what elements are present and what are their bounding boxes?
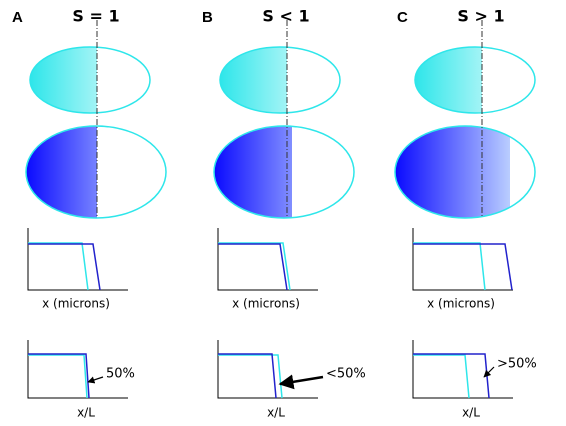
x-axis-label: x (microns) <box>232 297 300 311</box>
small-embryo-fill <box>30 47 97 113</box>
profile-cyan <box>413 354 470 399</box>
small-embryo <box>414 46 536 114</box>
large-embryo <box>213 125 355 219</box>
panel-title: S > 1 <box>457 7 504 26</box>
panel-title: S = 1 <box>72 7 119 26</box>
small-embryo <box>29 46 151 114</box>
large-embryo-fill <box>395 126 510 218</box>
axes <box>412 228 513 291</box>
profile-blue <box>28 243 101 291</box>
annotation: 50% <box>106 367 135 382</box>
profile-blue <box>413 353 490 399</box>
profile-cyan <box>218 242 291 291</box>
axes <box>27 340 128 399</box>
x-axis-label: x (microns) <box>427 297 495 311</box>
profile-blue <box>413 243 513 291</box>
small-embryo-fill <box>415 47 482 113</box>
profile-blue <box>218 243 288 291</box>
annotation-arrow <box>483 366 495 378</box>
profile-cyan <box>413 242 486 291</box>
profile-cyan <box>28 354 88 399</box>
x-axis-label: x/L <box>77 406 95 420</box>
profile-cyan <box>28 242 89 291</box>
panel-title: S < 1 <box>262 7 309 26</box>
annotation: >50% <box>497 357 537 372</box>
profile-blue <box>218 353 277 399</box>
large-embryo <box>394 125 536 219</box>
small-embryo-fill <box>220 47 287 113</box>
panel-label: B <box>202 9 213 26</box>
large-embryo-fill <box>214 126 292 218</box>
large-embryo <box>25 125 167 219</box>
annotation-arrow <box>87 376 104 384</box>
small-embryo <box>219 46 341 114</box>
x-axis-label: x/L <box>462 406 480 420</box>
x-axis-label: x (microns) <box>42 297 110 311</box>
profile-blue <box>28 353 90 399</box>
panel: C S > 1 x (microns) x/L >50% <box>394 7 537 420</box>
axes <box>27 228 128 291</box>
axes <box>217 228 318 291</box>
panel: A S = 1 x (microns) x/L 50% <box>12 7 167 420</box>
large-embryo-fill <box>26 126 97 218</box>
x-axis-label: x/L <box>267 406 285 420</box>
axes <box>217 340 318 399</box>
annotation-arrow <box>278 374 324 390</box>
annotation: <50% <box>326 367 366 382</box>
panel-label: A <box>12 9 23 26</box>
panel-label: C <box>397 9 408 26</box>
panel: B S < 1 x (microns) x/L <50% <box>202 7 366 420</box>
axes <box>412 340 513 399</box>
